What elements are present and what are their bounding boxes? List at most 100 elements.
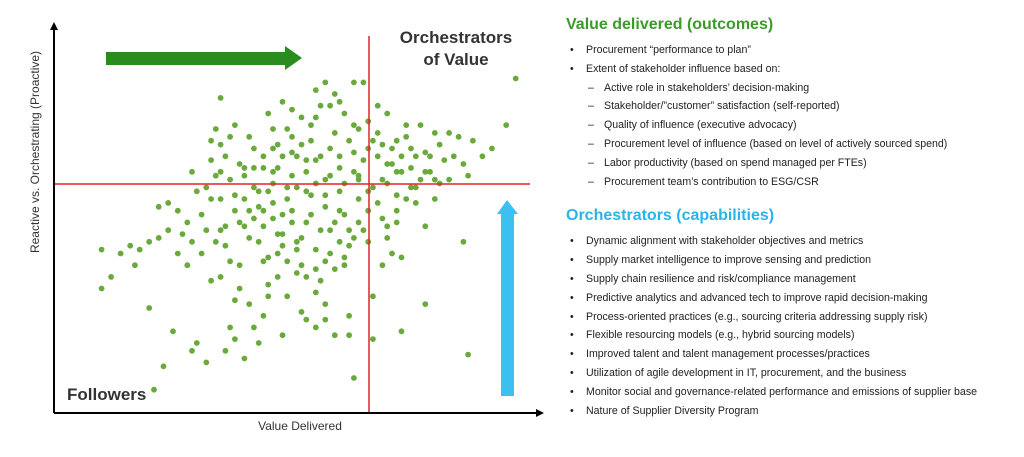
data-point (246, 301, 253, 307)
capability-bullet-item: Process-oriented practices (e.g., sourci… (566, 308, 1016, 327)
data-point (336, 238, 343, 245)
data-point (232, 122, 238, 128)
data-point (446, 176, 452, 183)
data-point (427, 168, 433, 175)
data-point (312, 289, 319, 296)
data-point (355, 126, 362, 132)
data-point (222, 347, 229, 354)
data-point (227, 176, 234, 183)
data-points (98, 75, 519, 393)
data-point (117, 250, 124, 257)
data-point (408, 145, 414, 152)
data-point (189, 168, 195, 175)
data-point (355, 219, 362, 226)
data-point (346, 332, 352, 339)
data-point (212, 238, 219, 245)
data-point (189, 238, 195, 245)
data-point (346, 312, 352, 319)
data-point (398, 328, 405, 335)
data-point (303, 219, 310, 226)
data-point (279, 211, 286, 218)
data-point (322, 316, 329, 323)
quadrant-label-orchestrators-line1: Orchestrators (400, 28, 512, 47)
orchestrators-title: Orchestrators (capabilities) (566, 207, 775, 225)
value-sub-item: Procurement team’s contribution to ESG/C… (566, 173, 1016, 192)
data-point (298, 309, 305, 315)
data-point (279, 332, 286, 339)
data-point (331, 332, 338, 339)
data-point (274, 274, 281, 280)
data-point (322, 176, 329, 183)
data-point (312, 246, 319, 253)
data-point (179, 231, 186, 238)
data-point (193, 340, 200, 346)
data-point (512, 75, 519, 82)
data-point (255, 203, 262, 210)
data-point (322, 258, 329, 265)
data-point (293, 238, 300, 245)
capability-bullet-item: Predictive analytics and advanced tech t… (566, 289, 1016, 308)
data-point (374, 153, 381, 160)
data-point (217, 95, 224, 101)
data-point (351, 168, 357, 175)
data-point (274, 141, 281, 148)
horizontal-arrow-head (285, 46, 302, 70)
data-point (327, 250, 333, 257)
data-point (370, 293, 376, 300)
data-point (374, 200, 381, 206)
data-point (312, 114, 319, 121)
data-point (365, 118, 372, 125)
data-point (370, 336, 376, 342)
data-point (336, 188, 343, 195)
data-point (331, 130, 338, 136)
data-point (351, 235, 357, 241)
data-point (127, 242, 134, 249)
data-point (436, 141, 443, 148)
data-point (108, 274, 114, 280)
data-point (355, 176, 362, 183)
data-point (403, 196, 410, 202)
data-point (279, 242, 286, 249)
data-point (336, 98, 343, 105)
data-point (374, 130, 381, 136)
data-point (379, 262, 386, 269)
data-point (503, 122, 510, 128)
data-point (227, 324, 234, 331)
data-point (189, 347, 195, 354)
data-point (217, 168, 224, 175)
data-point (403, 133, 410, 140)
data-point (365, 188, 372, 195)
data-point (217, 274, 224, 280)
data-point (360, 157, 367, 164)
data-point (312, 87, 319, 93)
data-point (184, 262, 191, 269)
data-point (170, 328, 176, 335)
data-point (260, 153, 267, 160)
data-point (379, 176, 386, 183)
data-point (151, 386, 157, 393)
data-point (222, 153, 229, 160)
value-sub-item: Stakeholder/”customer” satisfaction (sel… (566, 97, 1016, 116)
data-point (308, 122, 314, 128)
data-point (260, 207, 267, 214)
data-point (393, 168, 400, 175)
data-point (312, 324, 319, 331)
data-point (298, 262, 305, 269)
data-point (455, 133, 462, 140)
scatter-chart: Orchestrators of Value Followers Value D… (28, 22, 544, 433)
data-point (270, 215, 276, 222)
data-point (379, 141, 386, 148)
data-point (489, 145, 495, 152)
data-point (165, 227, 172, 234)
data-point (241, 165, 248, 171)
data-point (412, 200, 419, 206)
data-point (308, 192, 314, 199)
data-point (298, 114, 305, 121)
data-point (346, 137, 352, 144)
data-point (236, 285, 243, 292)
data-point (351, 375, 357, 381)
data-point (289, 207, 295, 214)
data-point (227, 258, 234, 265)
data-point (322, 203, 329, 210)
data-point (174, 207, 181, 214)
